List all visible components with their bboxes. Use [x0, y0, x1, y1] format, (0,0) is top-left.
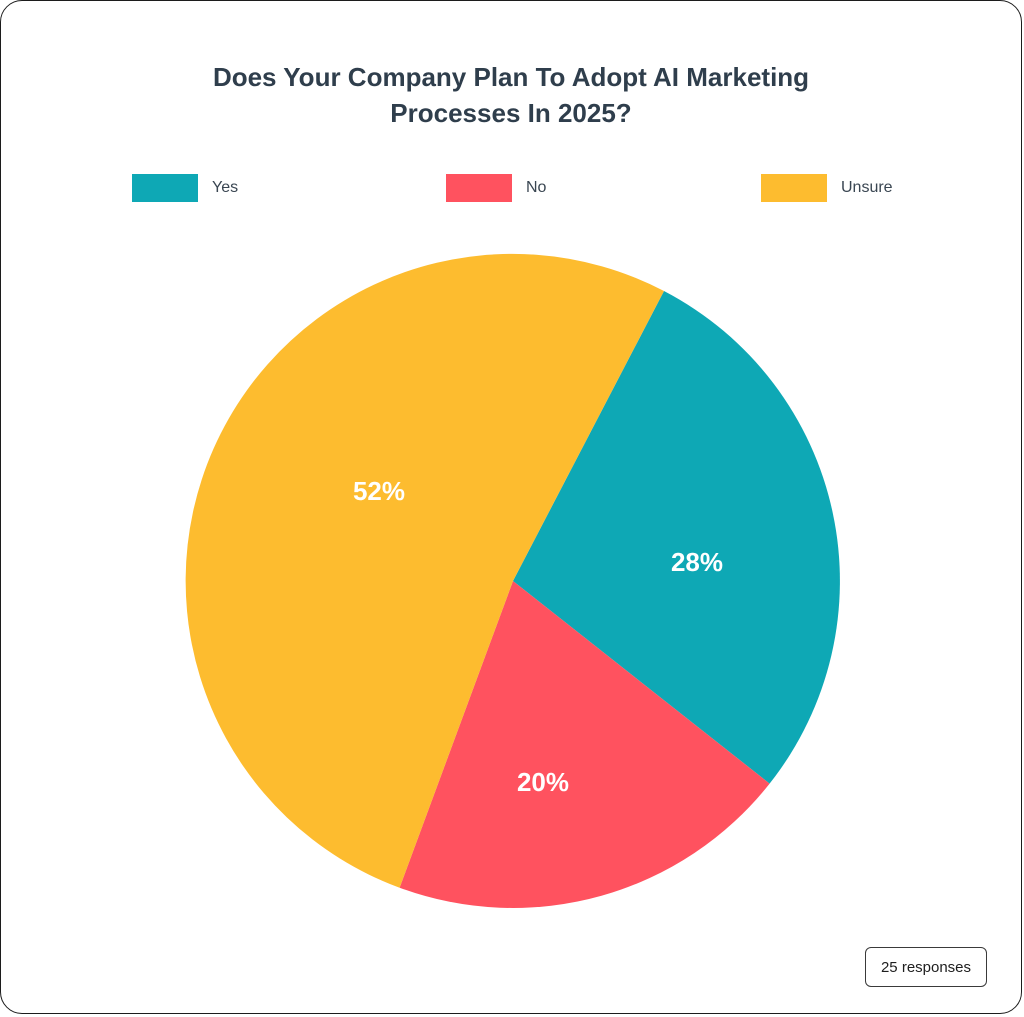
slice-label-unsure: 52%	[353, 476, 405, 506]
slice-label-no: 20%	[517, 767, 569, 797]
legend-swatch-yes	[132, 174, 198, 202]
legend-label-unsure: Unsure	[841, 179, 893, 196]
legend-label-yes: Yes	[212, 179, 239, 196]
chart-title-line-2: Processes In 2025?	[390, 98, 632, 128]
pie-slice-no[interactable]	[399, 581, 770, 908]
chart-title-line-1: Does Your Company Plan To Adopt AI Marke…	[212, 62, 810, 92]
legend-swatch-unsure	[761, 174, 827, 202]
slice-label-yes: 28%	[671, 547, 723, 577]
legend-label-no: No	[526, 179, 547, 196]
legend-swatch-no	[446, 174, 512, 202]
pie-slice-unsure[interactable]	[185, 253, 665, 888]
pie-slice-yes[interactable]	[513, 291, 840, 784]
chart-title: Does Your Company Plan To Adopt AI Marke…	[1, 59, 1021, 131]
legend-item-unsure[interactable]: Unsure	[761, 174, 893, 202]
chart-legend: Yes No Unsure	[1, 174, 1021, 202]
legend-item-no[interactable]: No	[446, 174, 546, 202]
responses-count-badge: 25 responses	[865, 947, 987, 987]
legend-item-yes[interactable]: Yes	[132, 174, 238, 202]
